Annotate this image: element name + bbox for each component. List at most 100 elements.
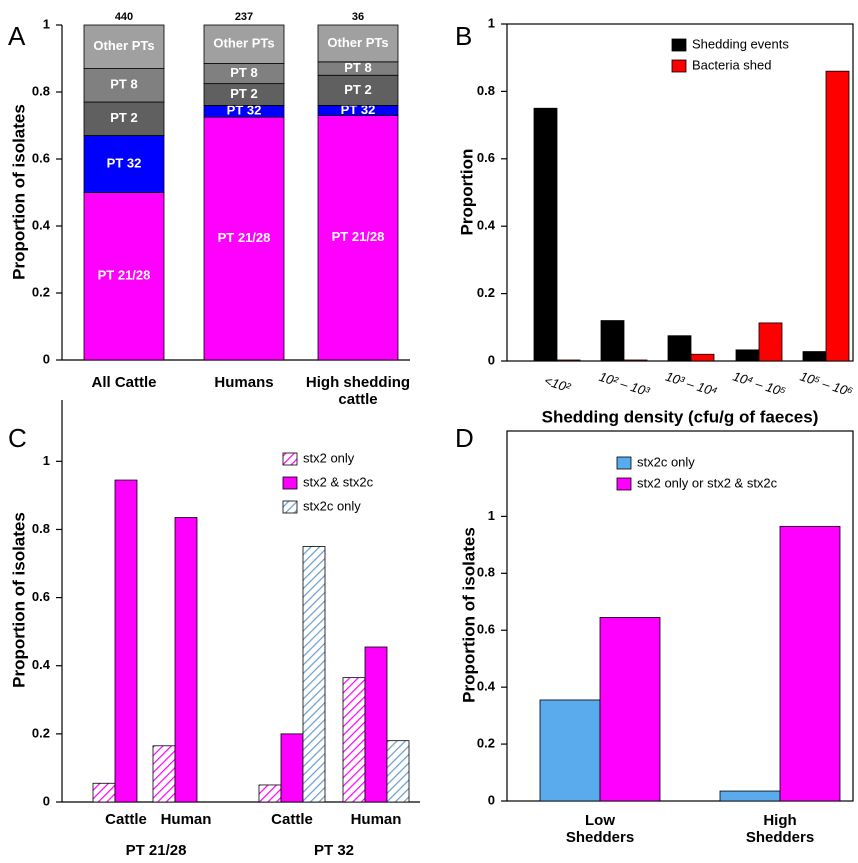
x-tick-label: Humans — [214, 374, 274, 391]
y-tick-label: 0 — [488, 792, 495, 807]
group-label: PT 21/28 — [126, 842, 187, 859]
legend-swatch — [282, 452, 298, 466]
bar — [719, 790, 781, 802]
bar-segment — [83, 68, 165, 103]
bar — [556, 359, 581, 362]
legend-swatch — [616, 477, 632, 491]
y-tick-label: 0.4 — [32, 657, 51, 672]
y-tick-label: 0 — [43, 351, 50, 366]
x-tick-label-box: High Shedders — [746, 812, 814, 846]
legend-label: stx2c only — [303, 498, 361, 513]
y-tick-label: 0.4 — [477, 218, 496, 233]
y-tick-label: 0.6 — [477, 622, 495, 637]
x-tick-label-box: Human — [160, 811, 212, 828]
bar-total: 36 — [352, 11, 364, 23]
x-tick-label: Low Shedders — [565, 812, 635, 846]
segment-label: PT 8 — [230, 65, 257, 80]
panel-label: D — [455, 423, 474, 453]
x-tick-label: Human — [350, 811, 402, 828]
bar-total: 440 — [115, 11, 133, 23]
bar — [302, 546, 326, 803]
segment-label: PT 2 — [230, 86, 257, 101]
x-tick-label-box: Low Shedders — [565, 812, 635, 846]
y-tick-label: 0.4 — [477, 679, 496, 694]
bar-segment — [83, 101, 165, 136]
y-tick-label: 0.8 — [32, 521, 50, 536]
x-tick-label: <10² — [542, 373, 572, 396]
bar — [690, 353, 715, 362]
bar — [600, 320, 625, 362]
bar — [364, 646, 388, 803]
y-tick-label: 0.6 — [32, 589, 50, 604]
bar — [758, 322, 783, 362]
legend-label: stx2 only — [303, 450, 355, 465]
bar-segment — [317, 24, 399, 63]
bar — [114, 479, 138, 803]
legend-swatch — [616, 456, 632, 470]
segment-label: Other PTs — [93, 38, 154, 53]
bar — [599, 617, 661, 802]
bar-total: 237 — [235, 11, 253, 23]
y-axis-label: Proportion of isolates — [9, 512, 28, 688]
bar — [779, 525, 841, 802]
segment-label: PT 2 — [344, 82, 371, 97]
bar — [533, 107, 558, 362]
segment-label: PT 21/28 — [332, 229, 385, 244]
panel-label: C — [8, 423, 27, 453]
bar — [342, 677, 366, 803]
bar — [386, 740, 410, 803]
y-tick-label: 1 — [43, 16, 50, 31]
plot-frame — [506, 430, 854, 802]
x-tick-label-box: Cattle — [271, 811, 313, 828]
x-tick-label: 10⁵ – 10⁶ — [798, 368, 855, 399]
bar — [174, 517, 198, 803]
segment-label: PT 8 — [110, 77, 137, 92]
segment-label: PT 2 — [110, 110, 137, 125]
segment-label: PT 21/28 — [218, 230, 271, 245]
legend-swatch — [282, 500, 298, 514]
y-tick-label: 0.4 — [32, 217, 51, 232]
bar — [280, 733, 304, 803]
segment-label: PT 21/28 — [98, 268, 151, 283]
x-tick-label: Cattle — [271, 811, 313, 828]
plot-frame — [506, 23, 854, 362]
y-tick-label: 0.2 — [32, 725, 50, 740]
y-tick-label: 0.8 — [477, 83, 495, 98]
bar — [623, 359, 648, 362]
legend-label: Bacteria shed — [692, 57, 772, 72]
bar-segment — [317, 74, 399, 106]
bar-segment — [203, 24, 285, 64]
y-tick-label: 0.6 — [32, 150, 50, 165]
bar — [92, 782, 116, 803]
x-tick-label: All Cattle — [91, 374, 157, 391]
segment-label: PT 32 — [107, 155, 142, 170]
legend-label: stx2 only or stx2 & stx2c — [637, 475, 778, 490]
y-axis-label: Proportion — [457, 149, 476, 236]
y-tick-label: 0 — [43, 793, 50, 808]
bar-segment — [317, 115, 399, 361]
y-tick-label: 1 — [43, 453, 50, 468]
x-tick-label: Cattle — [105, 811, 147, 828]
y-tick-label: 0.2 — [477, 736, 495, 751]
legend-label: Shedding events — [692, 36, 789, 51]
segment-label: Other PTs — [213, 36, 274, 51]
y-tick-label: 0.2 — [477, 285, 495, 300]
y-tick-label: 0.8 — [477, 565, 495, 580]
legend-swatch — [282, 476, 298, 490]
bar-segment — [83, 135, 165, 193]
y-axis-label: Proportion of isolates — [9, 104, 28, 280]
y-tick-label: 1 — [488, 15, 495, 30]
bar — [825, 70, 850, 362]
x-tick-label: Human — [160, 811, 212, 828]
bar — [152, 745, 176, 803]
x-tick-label-box: Humans — [214, 374, 274, 391]
x-tick-label: 10⁴ – 10⁵ — [731, 368, 788, 399]
bar — [258, 784, 282, 803]
bar — [539, 699, 601, 802]
bar — [735, 349, 760, 362]
segment-label: PT 32 — [227, 103, 262, 118]
y-tick-label: 1 — [488, 508, 495, 523]
bar — [802, 351, 827, 362]
x-tick-label: 10³ – 10⁴ — [664, 369, 719, 400]
